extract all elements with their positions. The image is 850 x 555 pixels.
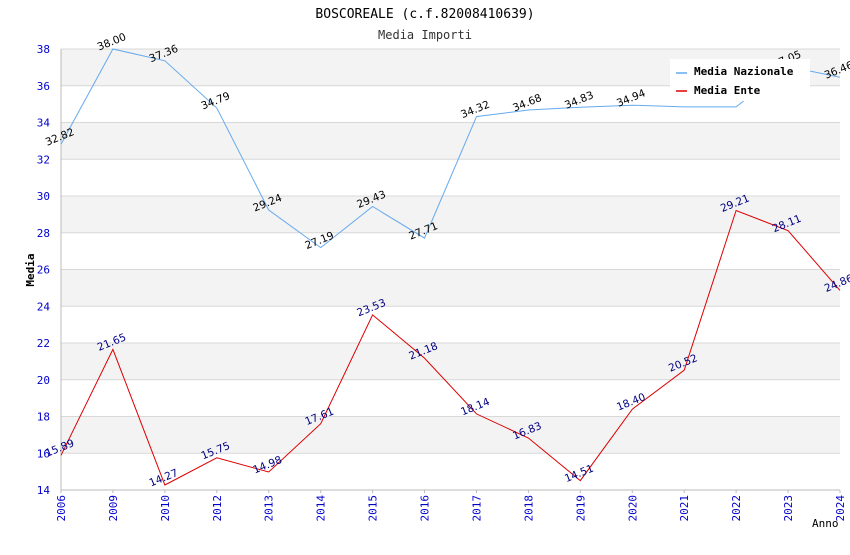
x-tick-label: 2016: [419, 495, 432, 522]
y-tick-label: 26: [37, 264, 50, 277]
y-tick-label: 32: [37, 153, 50, 166]
y-tick-label: 14: [37, 484, 51, 497]
plot-band: [61, 196, 840, 233]
x-tick-label: 2023: [782, 495, 795, 522]
legend: Media Nazionale Media Ente: [670, 59, 810, 101]
x-tick-label: 2010: [159, 495, 172, 522]
plot-band: [61, 416, 840, 454]
x-tick-label: 2015: [367, 495, 380, 522]
chart-subtitle: Media Importi: [378, 28, 472, 42]
y-tick-label: 28: [37, 227, 50, 240]
x-tick-label: 2006: [55, 495, 68, 522]
series-line-0: [60, 48, 841, 249]
plot-band: [61, 343, 840, 380]
plot-band: [61, 122, 840, 160]
y-tick-label: 22: [37, 337, 50, 350]
y-axis-label: Media: [24, 253, 37, 286]
plot-band: [61, 306, 840, 343]
y-axis: 14 16 18 20 22 24 26 28 30 32 34 36 38: [37, 43, 51, 497]
x-tick-label: 2020: [626, 495, 639, 522]
x-axis: 2006 2009 2010 2012 2013 2014 2015 2016 2017 2018…: [55, 490, 847, 522]
legend-label-ente: Media Ente: [694, 84, 761, 97]
y-tick-label: 24: [37, 300, 51, 313]
y-tick-label: 30: [37, 190, 50, 203]
x-tick-label: 2021: [678, 495, 691, 522]
y-tick-label: 20: [37, 374, 50, 387]
chart-title: BOSCOREALE (c.f.82008410639): [315, 7, 534, 22]
x-axis-label: Anno: [812, 517, 839, 530]
x-tick-label: 2018: [522, 495, 535, 522]
x-tick-label: 2009: [107, 495, 120, 522]
plot-band: [61, 269, 840, 307]
x-tick-label: 2012: [211, 495, 224, 522]
y-tick-label: 34: [37, 117, 51, 130]
x-tick-label: 2014: [315, 495, 328, 522]
y-tick-label: 18: [37, 411, 50, 424]
plot-background: [60, 48, 840, 491]
x-tick-label: 2017: [470, 495, 483, 522]
x-tick-label: 2013: [263, 495, 276, 522]
x-tick-label: 2019: [574, 495, 587, 522]
y-tick-label: 16: [37, 447, 50, 460]
legend-label-nazionale: Media Nazionale: [694, 65, 794, 78]
x-tick-label: 2022: [730, 495, 743, 522]
plot-band: [61, 232, 840, 270]
y-tick-label: 38: [37, 43, 50, 56]
series-line-1: [60, 209, 841, 486]
plot-band: [61, 453, 840, 490]
legend-box: [670, 59, 810, 101]
y-tick-label: 36: [37, 80, 50, 93]
x-tick-label: 2024: [834, 495, 847, 522]
plot-band: [61, 379, 840, 417]
